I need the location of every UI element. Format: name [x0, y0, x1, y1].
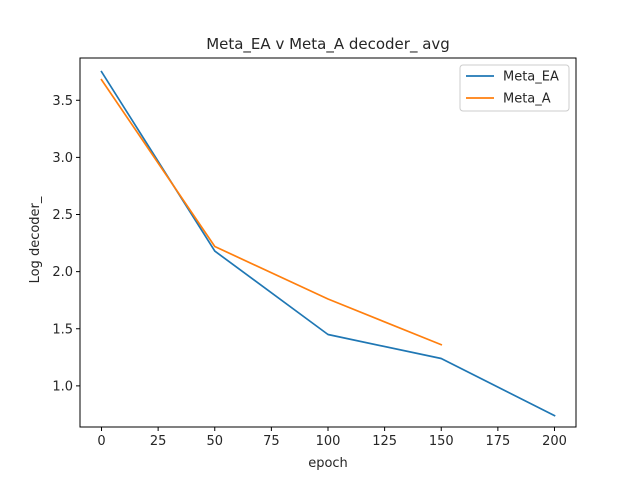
- plot-area: 0 25 50 75 100 125 150 175 200 1.0 1.5 2.0 2.5 3.0 3.5: [52, 57, 577, 449]
- x-tick-label: 75: [263, 434, 280, 449]
- x-tick-label: 50: [206, 434, 223, 449]
- x-tick-label: 25: [150, 434, 167, 449]
- y-tick-label: 3.5: [52, 94, 73, 109]
- x-tick-label: 150: [429, 434, 454, 449]
- y-tick-label: 1.0: [52, 379, 73, 394]
- legend: Meta_EA Meta_A: [459, 64, 570, 112]
- y-tick-label: 3.0: [52, 151, 73, 166]
- x-tick-label: 125: [372, 434, 397, 449]
- series-line-1: [100, 78, 443, 346]
- axes-frame: [79, 57, 577, 428]
- x-tick-label: 100: [316, 434, 341, 449]
- y-tick-label: 2.0: [52, 265, 73, 280]
- x-tick-label: 0: [97, 434, 105, 449]
- chart-title: Meta_EA v Meta_A decoder_ avg: [206, 35, 450, 54]
- y-axis-label: Log decoder_: [28, 196, 43, 283]
- x-axis-label: epoch: [308, 456, 348, 471]
- x-tick-label: 175: [485, 434, 510, 449]
- series-line-0: [100, 70, 556, 417]
- y-tick-label: 1.5: [52, 322, 73, 337]
- legend-label-0: Meta_EA: [503, 70, 559, 85]
- legend-label-1: Meta_A: [503, 92, 551, 107]
- y-tick-label: 2.5: [52, 208, 73, 223]
- x-tick-label: 200: [542, 434, 567, 449]
